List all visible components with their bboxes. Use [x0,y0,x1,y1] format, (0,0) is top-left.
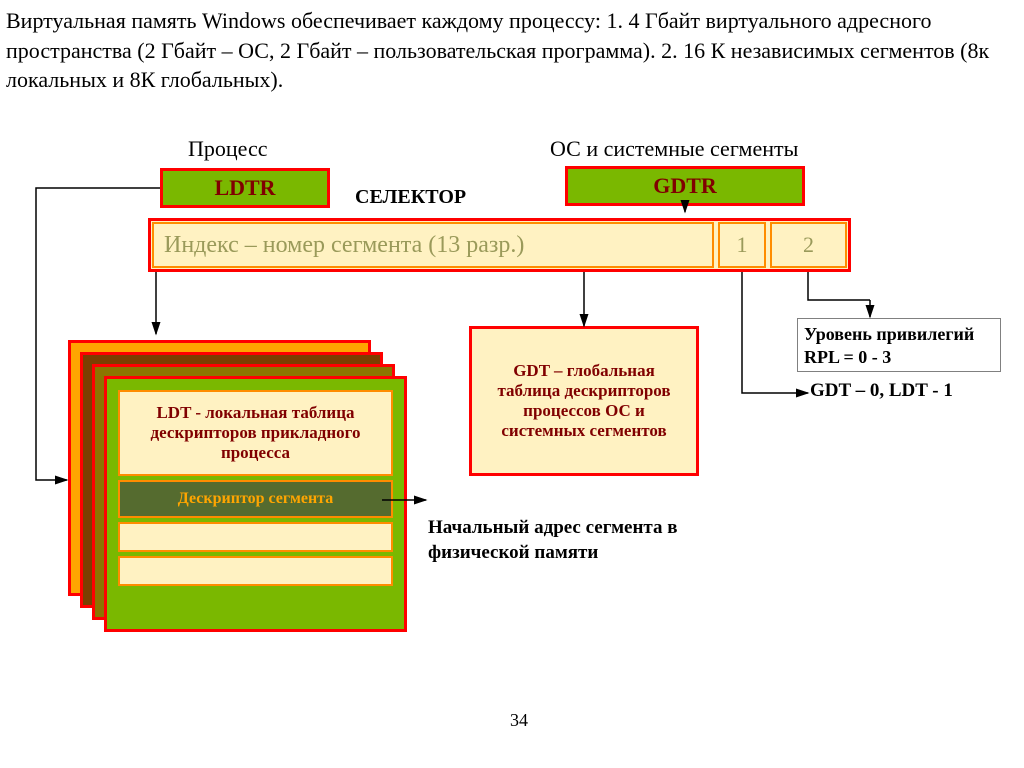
selector-label: СЕЛЕКТОР [355,186,466,209]
process-heading: Процесс [188,136,268,162]
os-heading: ОС и системные сегменты [550,136,798,162]
selector-field-2: 2 [770,222,847,268]
selector-index-field: Индекс – номер сегмента (13 разр.) [152,222,714,268]
arrow-f2-stub [808,272,870,300]
ldt-entry-2 [118,556,393,586]
gdt-ldt-note: GDT – 0, LDT - 1 [810,380,953,402]
ldtr-register-box: LDTR [160,168,330,208]
page-number: 34 [510,710,528,731]
intro-text: Виртуальная память Windows обеспечивает … [6,6,1016,95]
ldt-title-box: LDT - локальная таблица дескрипторов при… [118,390,393,476]
rpl-box: Уровень привилегий RPL = 0 - 3 [797,318,1001,372]
ldt-entry-1 [118,522,393,552]
ldt-descriptor-entry: Дескриптор сегмента [118,480,393,518]
segment-address-label: Начальный адрес сегмента в физической па… [428,516,728,565]
gdt-box: GDT – глобальная таблица дескрипторов пр… [469,326,699,476]
gdtr-register-box: GDTR [565,166,805,206]
selector-field-1: 1 [718,222,766,268]
